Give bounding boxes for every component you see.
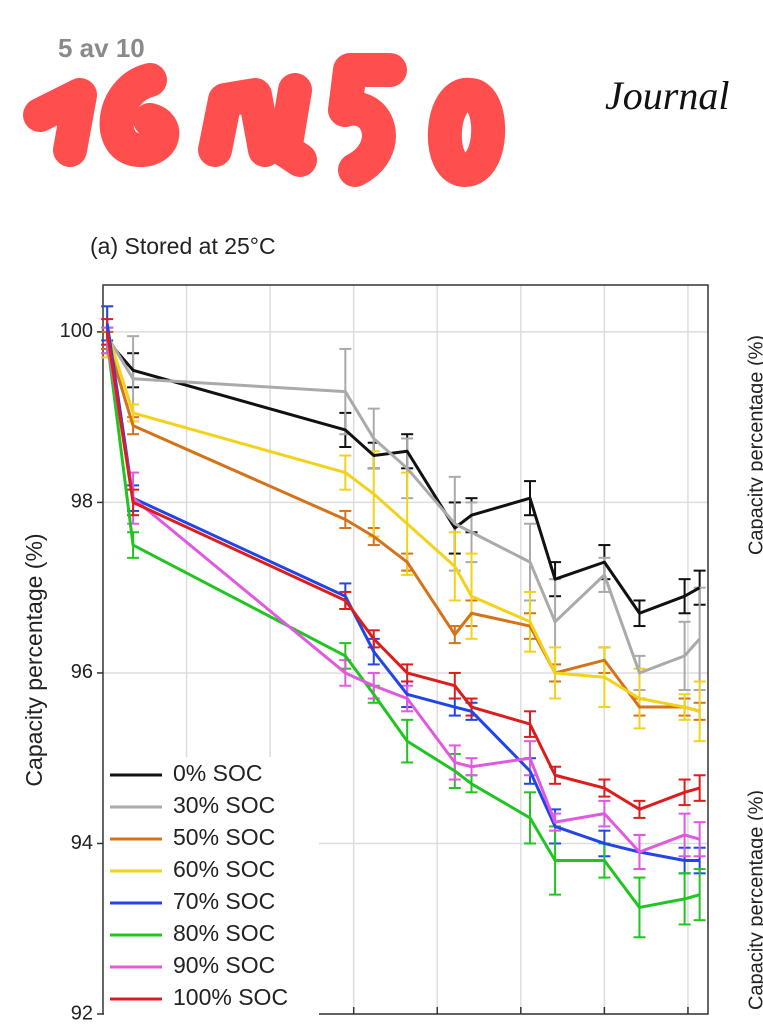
legend-label: 80% SOC (173, 920, 275, 946)
series-line (106, 339, 701, 615)
redaction-scribble (23, 53, 506, 187)
series-line (105, 331, 701, 811)
side-label: Capacity percentage (%) (745, 335, 763, 555)
plot: 92 94 96 98 100 0% SOC 30% SOC 50% SOC 60% SOC 70… (60, 284, 709, 1024)
legend-label: 0% SOC (173, 760, 262, 786)
series-line (105, 339, 701, 713)
series-line (105, 340, 701, 854)
page-indicator: 5 av 10 (58, 33, 145, 63)
error-bar (693, 821, 706, 858)
legend-label: 70% SOC (173, 888, 275, 914)
journal-name: Journal (605, 73, 729, 118)
y-tick-label: 92 (71, 1002, 93, 1024)
y-tick-label: 98 (71, 491, 93, 513)
side-label: Capacity percentage (%) (745, 790, 763, 1010)
plot-frame (102, 284, 709, 1015)
series-line (105, 340, 701, 909)
y-tick-label: 94 (71, 832, 93, 854)
legend-label: 50% SOC (173, 824, 275, 850)
legend-label: 60% SOC (173, 856, 275, 882)
legend-label: 100% SOC (173, 984, 288, 1010)
y-tick-label: 96 (71, 661, 93, 683)
series-line (105, 331, 701, 713)
chart-title: (a) Stored at 25°C (90, 233, 276, 259)
series-line (105, 335, 701, 675)
y-tick-label: 100 (60, 320, 93, 342)
legend-label: 30% SOC (173, 792, 275, 818)
legend-box (104, 757, 319, 1019)
legend-label: 90% SOC (173, 952, 275, 978)
y-axis-label: Capacity percentage (%) (21, 533, 47, 786)
